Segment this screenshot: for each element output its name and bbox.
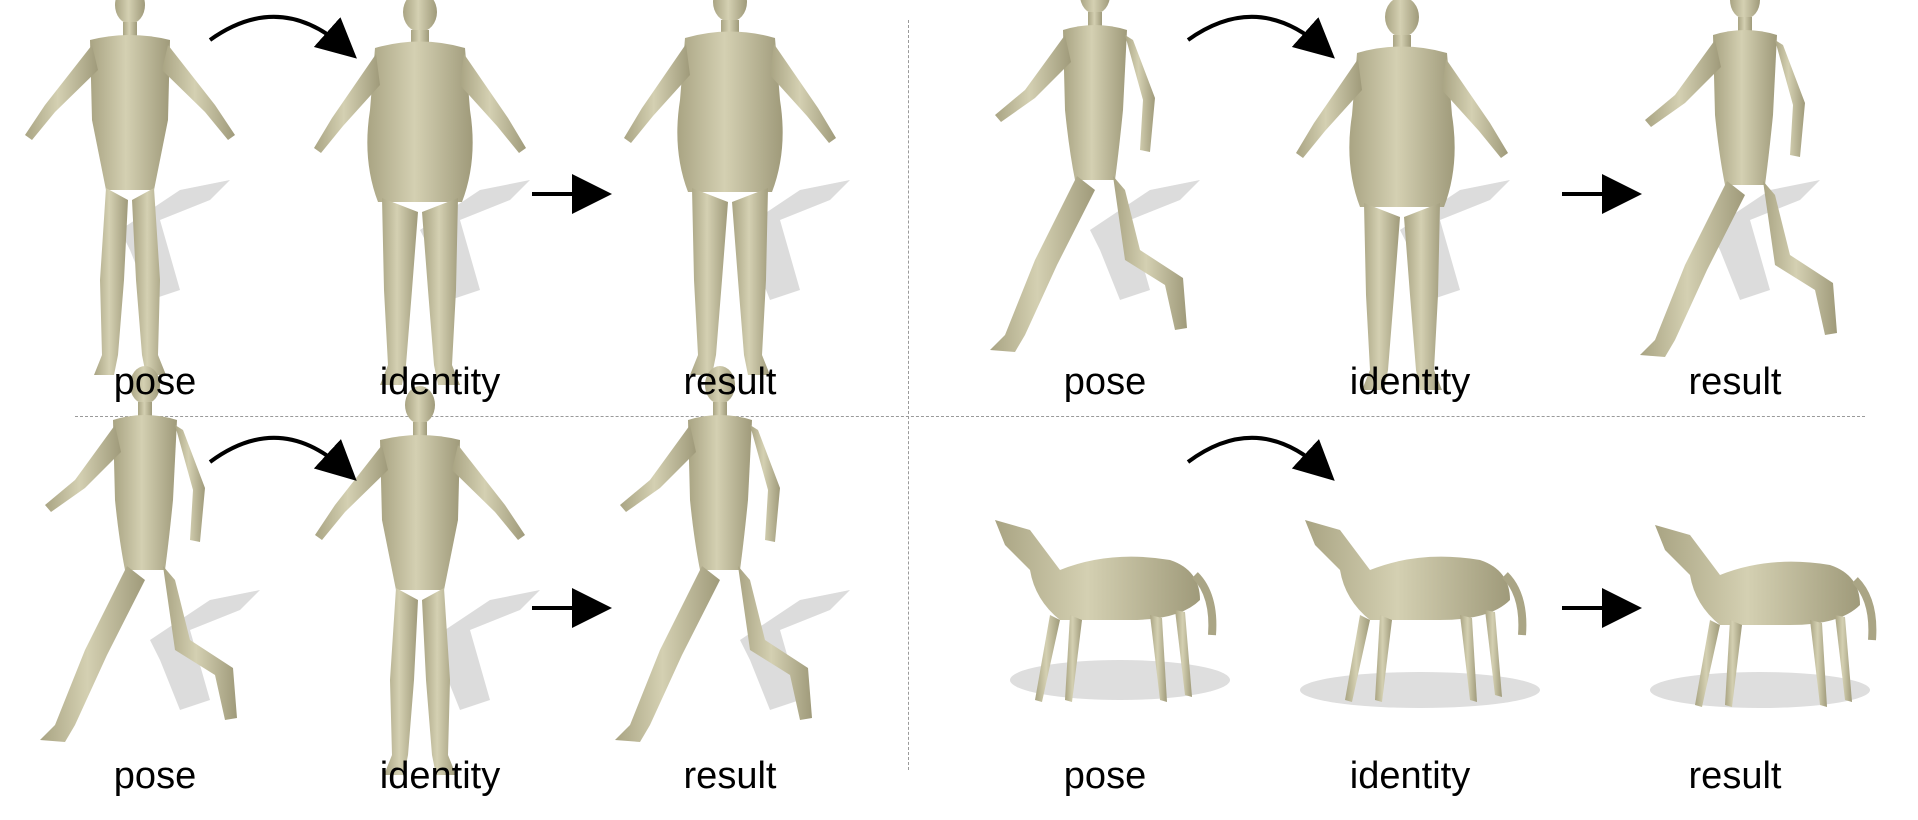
label-result: result: [1688, 755, 1782, 797]
label-pose: pose: [113, 361, 197, 403]
panel-top-left: [25, 0, 850, 385]
panel-bottom-right: [995, 435, 1872, 708]
panel-top-right: [990, 0, 1837, 390]
result-mesh: [1640, 0, 1837, 357]
identity-mesh: [315, 386, 525, 775]
label-pose: pose: [1063, 361, 1147, 403]
curved-arrow: [1186, 14, 1335, 59]
panel-bottom-left: [40, 366, 850, 775]
label-result: result: [683, 361, 777, 403]
vertical-divider: [908, 20, 909, 770]
label-result: result: [683, 755, 777, 797]
label-pose: pose: [1063, 755, 1147, 797]
label-identity: identity: [1349, 755, 1471, 797]
label-identity: identity: [379, 755, 501, 797]
pose-mesh: [40, 366, 237, 742]
label-pose: pose: [113, 755, 197, 797]
label-identity: identity: [379, 361, 501, 403]
curved-arrow: [208, 435, 357, 481]
label-result: result: [1688, 361, 1782, 403]
curved-arrow: [208, 14, 357, 59]
label-identity: identity: [1349, 361, 1471, 403]
curved-arrow: [1186, 435, 1335, 481]
horizontal-divider: [75, 416, 1865, 417]
result-mesh: [624, 0, 836, 375]
pose-mesh: [990, 0, 1187, 352]
